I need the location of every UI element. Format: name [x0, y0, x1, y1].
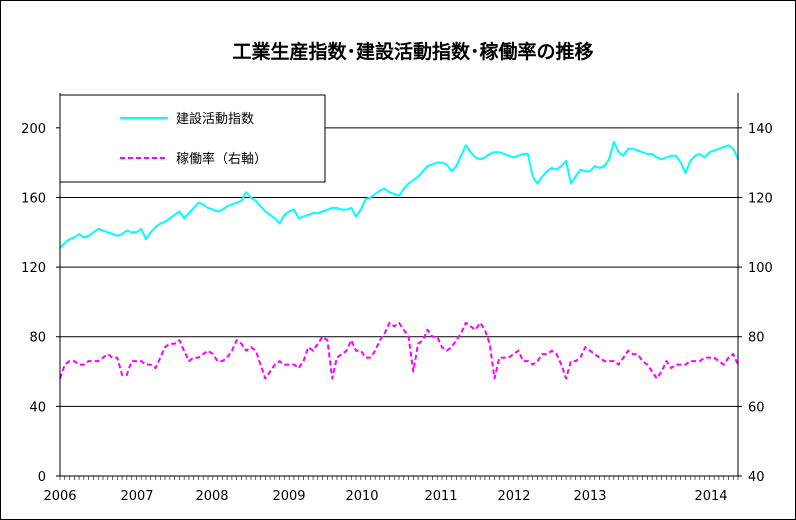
right-tick-label: 60 — [748, 400, 765, 415]
left-tick-label: 0 — [38, 470, 46, 485]
x-tick-label: 2013 — [573, 489, 606, 504]
x-tick-label: 2011 — [424, 489, 457, 504]
x-tick-label: 2014 — [694, 489, 727, 504]
left-tick-label: 120 — [21, 261, 46, 276]
right-tick-label: 140 — [748, 122, 773, 137]
right-axis-ticks: 40 60 80 100 120 140 — [738, 122, 773, 485]
series-line-construction — [59, 140, 739, 249]
x-tick-label: 2012 — [497, 489, 530, 504]
right-tick-label: 100 — [748, 261, 773, 276]
left-tick-label: 80 — [29, 331, 46, 346]
right-tick-label: 120 — [748, 191, 773, 206]
x-tick-label: 2008 — [195, 489, 228, 504]
legend-label-construction: 建設活動指数 — [176, 111, 254, 127]
right-tick-label: 80 — [748, 331, 765, 346]
left-tick-label: 40 — [29, 400, 46, 415]
chart-title: 工業生産指数･建設活動指数･稼働率の推移 — [232, 40, 593, 63]
left-tick-label: 200 — [21, 122, 46, 137]
x-tick-label: 2006 — [43, 489, 76, 504]
right-tick-label: 40 — [748, 470, 765, 485]
left-axis-ticks: 0 40 80 120 160 200 — [21, 122, 60, 485]
legend-label-utilization: 稼働率（右軸） — [176, 151, 267, 167]
x-tick-label: 2010 — [345, 489, 378, 504]
series-line-utilization — [59, 321, 739, 380]
legend: 建設活動指数 稼働率（右軸） — [59, 94, 326, 183]
series-layer — [59, 140, 739, 380]
left-tick-label: 160 — [21, 191, 46, 206]
legend-box — [59, 94, 326, 183]
x-tick-label: 2007 — [120, 489, 153, 504]
x-axis-ticks: 2006 2007 2008 2009 2010 2011 2012 2013 2014 — [43, 476, 739, 504]
x-tick-label: 2009 — [272, 489, 305, 504]
